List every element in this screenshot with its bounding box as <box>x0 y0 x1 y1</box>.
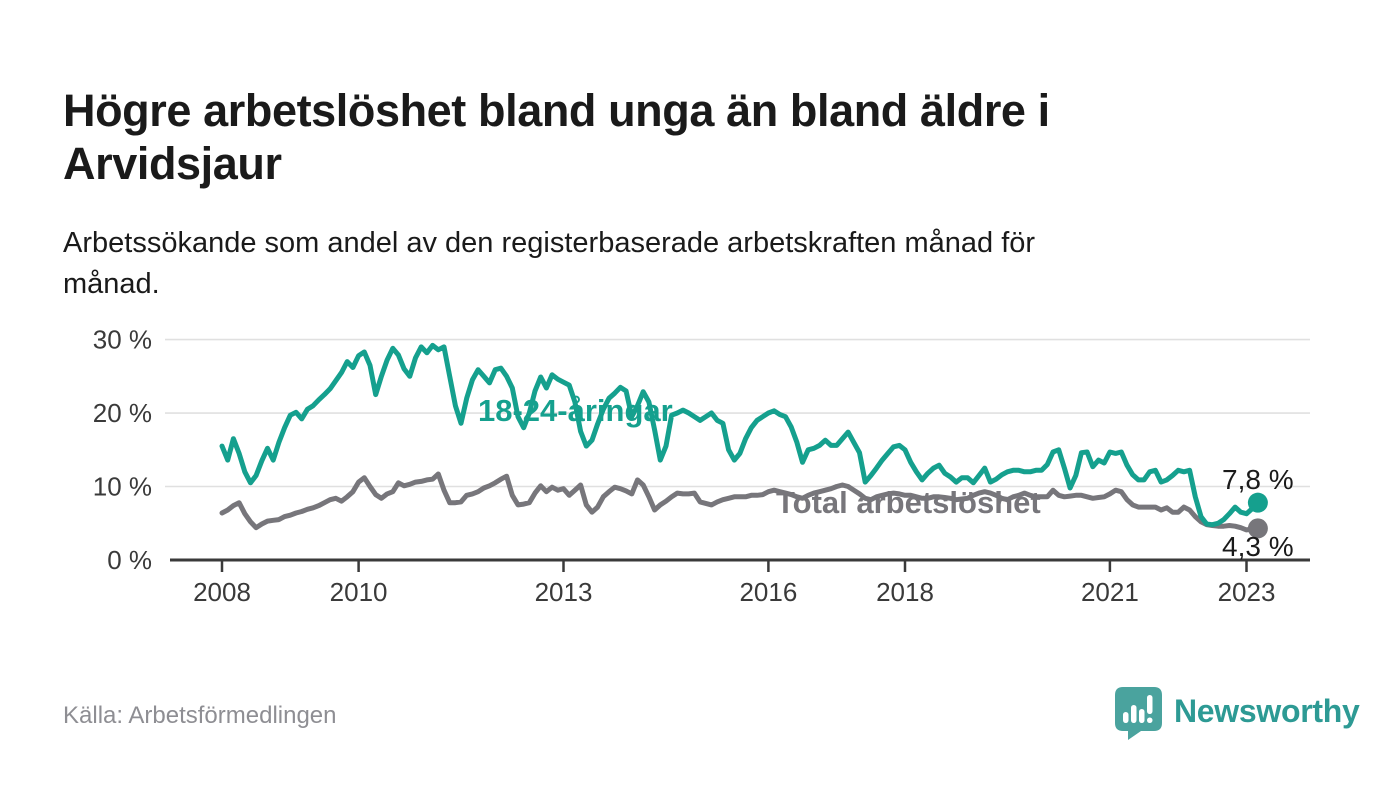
newsworthy-logo: Newsworthy <box>1114 687 1360 740</box>
series-line-total <box>219 471 1261 533</box>
end-value-label-youth: 7,8 % <box>1222 464 1294 495</box>
logo-text: Newsworthy <box>1174 693 1360 729</box>
page-title: Högre arbetslöshet bland unga än bland ä… <box>63 85 1050 190</box>
end-value-label-total: 4,3 % <box>1222 531 1294 562</box>
end-dot-youth <box>1247 492 1268 513</box>
chart-labels: 0 % 10 % 20 % 30 % 2008 2010 2013 2016 2018 2021 2… <box>93 325 1294 607</box>
end-dot-total <box>1247 518 1268 539</box>
gridlines <box>165 338 1310 488</box>
series-label-total: Total arbetslöshet <box>776 485 1041 520</box>
page-subtitle: Arbetssökande som andel av den registerb… <box>63 227 1036 300</box>
x-axis-label-2021: 2021 <box>1081 577 1139 607</box>
x-axis-label-2008: 2008 <box>193 577 251 607</box>
series-label-youth: 18-24-åringar <box>478 393 673 428</box>
x-axis <box>170 558 1310 572</box>
x-axis-label-2018: 2018 <box>876 577 934 607</box>
x-axis-label-2016: 2016 <box>739 577 797 607</box>
series-line-youth <box>219 342 1261 528</box>
series-lines <box>219 342 1261 533</box>
source-note: Källa: Arbetsförmedlingen <box>63 702 337 729</box>
y-axis-label-10: 10 % <box>93 472 152 502</box>
y-axis-label-0: 0 % <box>107 545 152 575</box>
x-axis-label-2010: 2010 <box>330 577 388 607</box>
x-axis-label-2023: 2023 <box>1218 577 1276 607</box>
bar-chart-speech-bubble-icon <box>1115 687 1162 740</box>
y-axis-label-20: 20 % <box>93 398 152 428</box>
x-axis-label-2013: 2013 <box>535 577 593 607</box>
y-axis-label-30: 30 % <box>93 325 152 355</box>
